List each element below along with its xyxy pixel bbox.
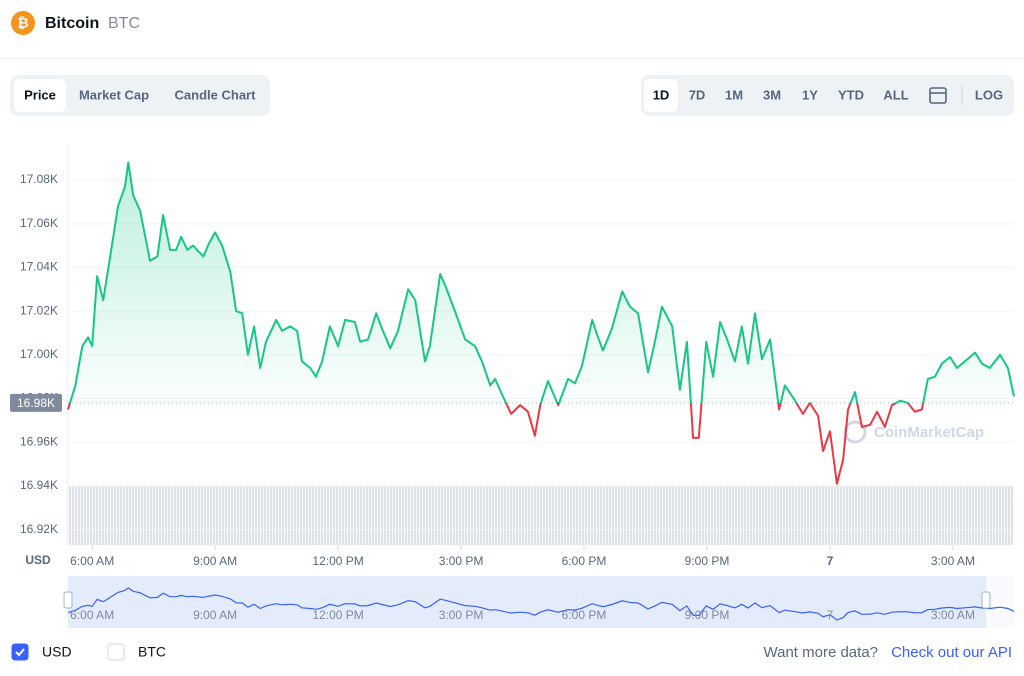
range-active-bg xyxy=(644,79,678,112)
log-button[interactable]: LOG xyxy=(975,87,1003,102)
tab-group xyxy=(10,75,270,116)
checkbox-label[interactable]: USD xyxy=(42,644,72,660)
navigator-tick-label: 9:00 AM xyxy=(193,608,237,622)
tab[interactable]: Market Cap xyxy=(79,87,149,102)
baseline-label-bg xyxy=(10,393,62,412)
navigator-tick-label: 12:00 PM xyxy=(312,608,363,622)
api-prompt: Want more data? xyxy=(764,644,879,661)
navigator-window[interactable] xyxy=(68,576,986,628)
y-tick-label: 17.00K xyxy=(20,347,58,361)
x-tick-label: 6:00 AM xyxy=(70,554,114,568)
y-tick-label: 16.92K xyxy=(20,522,58,536)
coin-icon-glyph: ₿ xyxy=(17,15,28,31)
x-tick-label: 9:00 PM xyxy=(685,554,730,568)
y-tick-label: 17.08K xyxy=(20,172,58,186)
header-bar xyxy=(0,0,1024,58)
coin-icon xyxy=(11,11,35,35)
tab[interactable]: Candle Chart xyxy=(175,87,257,102)
x-tick-label: 7 xyxy=(827,554,834,568)
y-tick-label: 17.02K xyxy=(20,303,58,317)
watermark: CoinMarketCap xyxy=(874,424,984,441)
checkbox-label[interactable]: BTC xyxy=(138,644,166,660)
volume-bars xyxy=(68,486,1014,545)
coin-name: Bitcoin xyxy=(45,15,99,32)
range-button[interactable]: YTD xyxy=(838,87,864,102)
navigator-tick-label: 6:00 AM xyxy=(70,608,114,622)
range-button[interactable]: 7D xyxy=(689,87,706,102)
calendar-icon[interactable] xyxy=(929,87,947,104)
y-tick-label: 17.04K xyxy=(20,260,58,274)
y-tick-label: 16.94K xyxy=(20,478,58,492)
navigator-handle[interactable] xyxy=(981,591,991,609)
tab-active-bg xyxy=(14,79,66,112)
checkbox[interactable] xyxy=(107,643,125,661)
x-tick-label: 3:00 AM xyxy=(931,554,975,568)
y-tick-label: 17.06K xyxy=(20,216,58,230)
api-link[interactable]: Check out our API xyxy=(891,644,1012,661)
checkbox[interactable] xyxy=(11,643,29,661)
navigator-tick-label: 7 xyxy=(827,608,834,622)
price-area xyxy=(68,162,1014,403)
x-tick-label: 9:00 AM xyxy=(193,554,237,568)
price-line xyxy=(67,161,1015,485)
x-tick-label: 6:00 PM xyxy=(562,554,607,568)
navigator-tick-label: 3:00 AM xyxy=(931,608,975,622)
navigator-tick-label: 9:00 PM xyxy=(685,608,730,622)
range-button[interactable]: ALL xyxy=(883,87,908,102)
navigator-handle[interactable] xyxy=(63,591,73,609)
tab[interactable]: Price xyxy=(24,87,56,102)
y-unit: USD xyxy=(25,553,51,567)
navigator-line xyxy=(67,587,1015,621)
range-button[interactable]: 3M xyxy=(763,87,781,102)
range-button[interactable]: 1Y xyxy=(802,87,818,102)
coin-symbol: BTC xyxy=(108,15,140,32)
range-button[interactable]: 1M xyxy=(725,87,743,102)
x-tick-label: 3:00 PM xyxy=(439,554,484,568)
range-button[interactable]: 1D xyxy=(653,87,670,102)
navigator-tick-label: 6:00 PM xyxy=(562,608,607,622)
x-tick-label: 12:00 PM xyxy=(312,554,363,568)
range-group xyxy=(641,75,1014,116)
baseline-label: 16.98K xyxy=(17,396,55,410)
navigator-tick-label: 3:00 PM xyxy=(439,608,484,622)
y-tick-label: 16.96K xyxy=(20,434,58,448)
checkmark xyxy=(15,648,25,657)
